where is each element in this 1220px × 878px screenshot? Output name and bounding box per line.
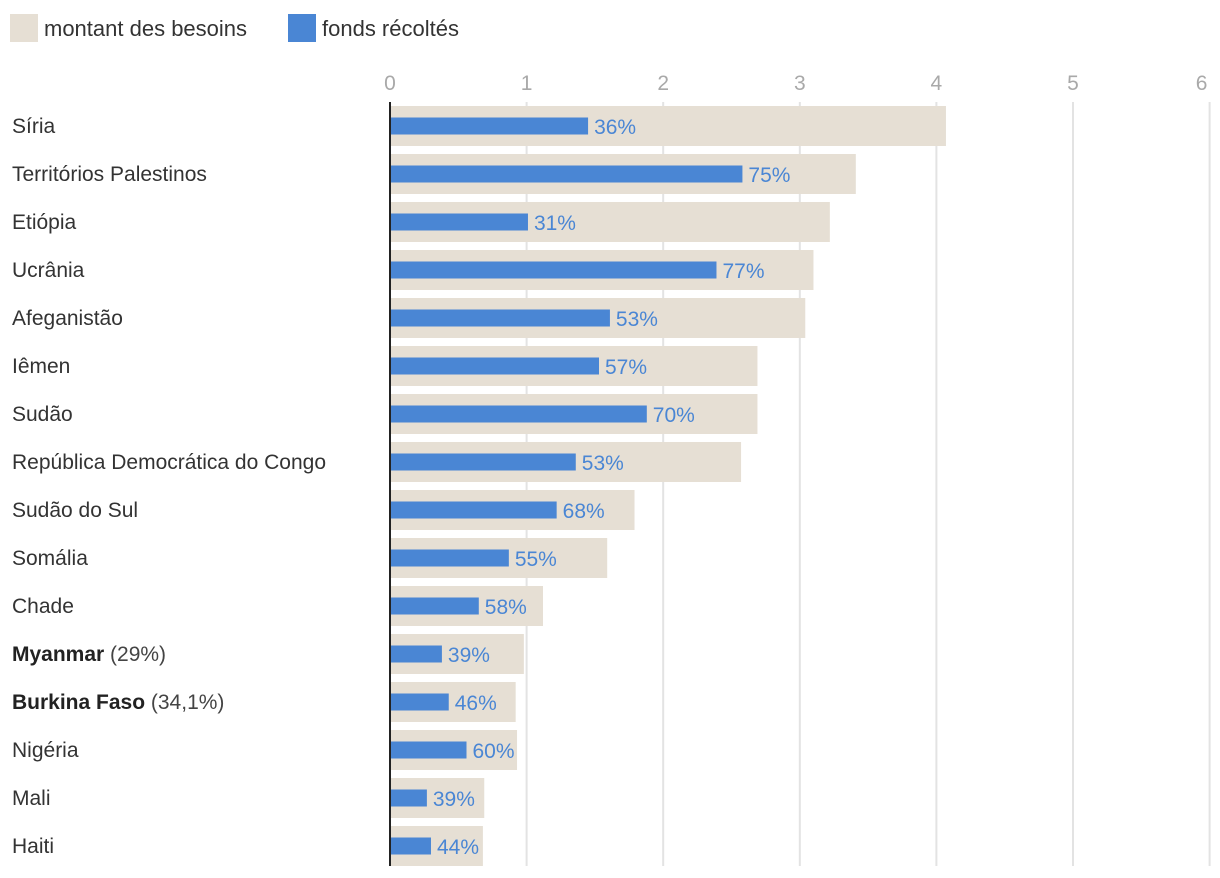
funded-percent-label: 55% <box>515 548 557 571</box>
chart-row: 68% Sudão do Sul <box>12 490 635 530</box>
x-tick-label: 0 <box>384 72 396 95</box>
funded-bar <box>390 309 610 327</box>
funded-bar <box>390 693 449 711</box>
category-label: Nigéria <box>12 739 79 762</box>
funded-percent-label: 46% <box>455 692 497 715</box>
x-tick-label: 5 <box>1067 72 1079 95</box>
x-tick-label: 6 <box>1196 72 1208 95</box>
category-name: Myanmar <box>12 643 104 666</box>
funded-bar <box>390 597 479 615</box>
category-label: Territórios Palestinos <box>12 163 207 186</box>
chart-row: 36% Síria <box>12 106 946 146</box>
category-name: Burkina Faso <box>12 691 145 714</box>
chart-row: 75% Territórios Palestinos <box>12 154 856 194</box>
category-label: Afeganistão <box>12 307 123 330</box>
funded-percent-label: 68% <box>563 500 605 523</box>
x-tick-label: 2 <box>657 72 669 95</box>
category-label: Mali <box>12 787 51 810</box>
funded-percent-label: 77% <box>722 260 764 283</box>
category-note: (29%) <box>104 643 166 666</box>
chart-row: 44% Haiti <box>12 826 483 866</box>
category-label: Chade <box>12 595 74 618</box>
x-tick-label: 1 <box>521 72 533 95</box>
legend-label-funded: fonds récoltés <box>322 16 459 41</box>
category-name: Sudão <box>12 403 73 426</box>
chart-row: 57% Iêmen <box>12 346 758 386</box>
chart-row: 70% Sudão <box>12 394 758 434</box>
chart-row: 46% Burkina Faso (34,1%) <box>12 682 516 722</box>
category-label: Myanmar (29%) <box>12 643 166 666</box>
funded-bar <box>390 741 467 759</box>
funded-bar <box>390 837 431 855</box>
funded-percent-label: 36% <box>594 116 636 139</box>
category-label: República Democrática do Congo <box>12 451 326 474</box>
category-label: Iêmen <box>12 355 70 378</box>
funded-bar <box>390 501 557 519</box>
category-label: Síria <box>12 115 56 138</box>
x-tick-label: 4 <box>931 72 943 95</box>
category-name: Somália <box>12 547 88 570</box>
chart-row: 55% Somália <box>12 538 608 578</box>
chart-row: 60% Nigéria <box>12 730 518 770</box>
funded-bar <box>390 453 576 471</box>
category-name: Afeganistão <box>12 307 123 330</box>
chart-rows: 36% Síria 75% Territórios Palestinos 31% Etió… <box>12 106 946 866</box>
chart-row: 39% Myanmar (29%) <box>12 634 524 674</box>
category-label: Somália <box>12 547 88 570</box>
chart-row: 31% Etiópia <box>12 202 830 242</box>
category-name: Sudão do Sul <box>12 499 138 522</box>
funded-percent-label: 53% <box>582 452 624 475</box>
funded-bar <box>390 357 599 375</box>
category-name: Síria <box>12 115 56 138</box>
category-name: Haiti <box>12 835 54 858</box>
funded-percent-label: 39% <box>448 644 490 667</box>
category-label: Sudão do Sul <box>12 499 138 522</box>
funded-percent-label: 44% <box>437 836 479 859</box>
category-name: Nigéria <box>12 739 79 762</box>
funded-percent-label: 60% <box>472 740 514 763</box>
funded-bar <box>390 261 717 279</box>
chart-row: 53% Afeganistão <box>12 298 806 338</box>
category-name: Iêmen <box>12 355 70 378</box>
funded-percent-label: 39% <box>433 788 475 811</box>
funded-percent-label: 58% <box>485 596 527 619</box>
category-label: Ucrânia <box>12 259 85 282</box>
category-name: Territórios Palestinos <box>12 163 207 186</box>
x-axis-ticks: 0 1 2 3 4 5 6 <box>384 72 1207 95</box>
category-name: Ucrânia <box>12 259 85 282</box>
funded-bar <box>390 213 528 231</box>
funded-percent-label: 53% <box>616 308 658 331</box>
chart-row: 58% Chade <box>12 586 543 626</box>
funded-percent-label: 70% <box>653 404 695 427</box>
legend-swatch-needs <box>10 14 38 42</box>
legend: montant des besoins fonds récoltés <box>10 14 459 42</box>
chart-row: 39% Mali <box>12 778 485 818</box>
chart-row: 53% República Democrática do Congo <box>12 442 742 482</box>
category-name: República Democrática do Congo <box>12 451 326 474</box>
legend-label-needs: montant des besoins <box>44 16 247 41</box>
funded-bar <box>390 549 509 567</box>
legend-swatch-funded <box>288 14 316 42</box>
x-tick-label: 3 <box>794 72 806 95</box>
chart-row: 77% Ucrânia <box>12 250 814 290</box>
funded-percent-label: 75% <box>748 164 790 187</box>
category-label: Haiti <box>12 835 54 858</box>
category-name: Chade <box>12 595 74 618</box>
funded-bar <box>390 645 442 663</box>
funded-percent-label: 57% <box>605 356 647 379</box>
funded-bar <box>390 405 647 423</box>
funded-bar <box>390 117 589 135</box>
category-label: Sudão <box>12 403 73 426</box>
category-note: (34,1%) <box>145 691 224 714</box>
category-name: Mali <box>12 787 51 810</box>
category-label: Etiópia <box>12 211 77 234</box>
funded-bar <box>390 789 427 807</box>
funded-bar <box>390 165 743 183</box>
category-name: Etiópia <box>12 211 77 234</box>
funded-percent-label: 31% <box>534 212 576 235</box>
category-label: Burkina Faso (34,1%) <box>12 691 224 714</box>
